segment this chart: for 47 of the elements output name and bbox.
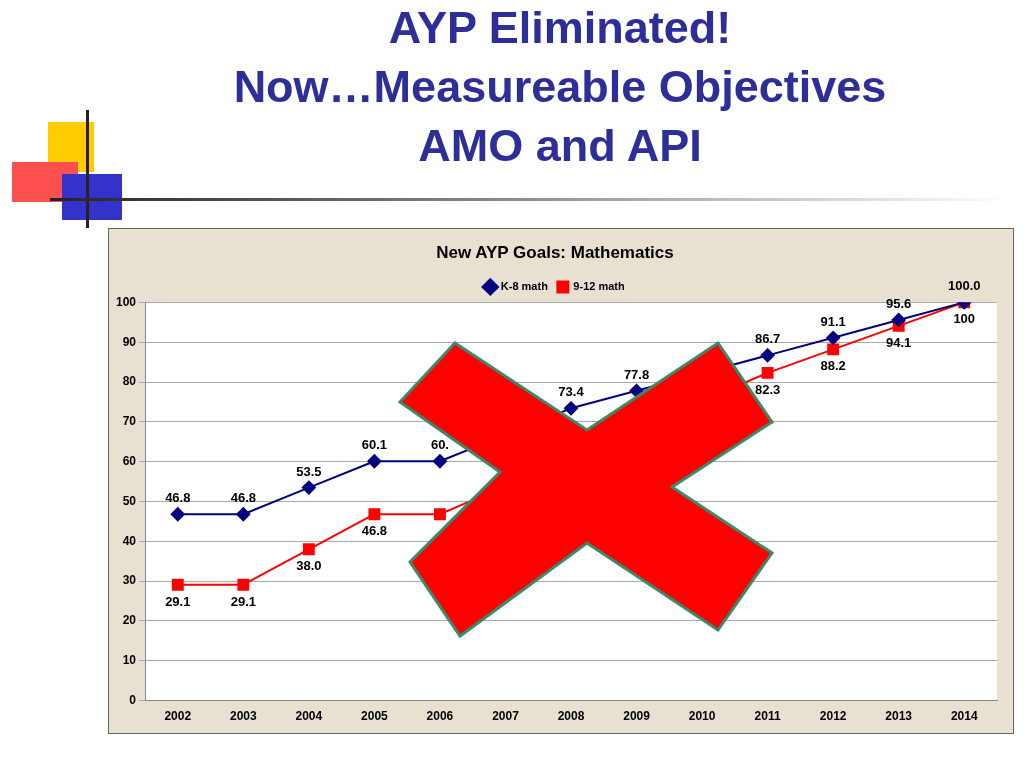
x-tick-label: 2007: [492, 709, 520, 724]
y-tick-label: 40: [122, 533, 137, 548]
data-label: 100.0: [947, 278, 981, 294]
y-tick-label: 100: [115, 294, 137, 309]
x-tick-label: 2013: [885, 709, 913, 724]
data-label: 95.6: [886, 296, 912, 311]
y-tick-label: 0: [129, 692, 137, 707]
x-tick-label: 2002: [164, 709, 192, 724]
x-tick-label: 2004: [295, 709, 323, 724]
data-label: 86.7: [754, 331, 781, 347]
x-tick-label: 2009: [623, 709, 651, 724]
data-label: 29.1: [165, 593, 191, 609]
y-tick-label: 80: [122, 374, 137, 389]
data-label: 46.8: [165, 490, 191, 506]
y-tick-label: 30: [122, 573, 137, 588]
data-label: 38.0: [296, 558, 322, 574]
x-tick-label: 2012: [819, 709, 847, 724]
data-label: 29.1: [230, 593, 256, 609]
data-label: 46.8: [230, 490, 256, 506]
y-tick-label: 90: [122, 334, 137, 349]
chart-subtitle: New AYP Goals: Mathematics: [436, 242, 674, 262]
data-label: 77.8: [623, 366, 650, 382]
legend-label: 9-12 math: [573, 279, 625, 292]
data-label: 46.8: [361, 523, 388, 539]
data-label: 60.1: [361, 437, 388, 453]
x-tick-label: 2006: [426, 709, 454, 724]
legend-label: K-8 math: [500, 279, 549, 292]
x-tick-label: 2010: [688, 709, 716, 724]
x-tick-label: 2008: [557, 709, 585, 724]
y-tick-label: 60: [122, 453, 137, 468]
y-tick-label: 10: [122, 653, 137, 668]
x-tick-label: 2005: [361, 709, 389, 724]
x-tick-label: 2011: [754, 709, 781, 724]
data-label: 91.1: [820, 313, 846, 329]
chart-title: AYP Eliminated! Now…Measureable Objectives AMO and API: [232, 1, 888, 173]
y-tick-label: 20: [122, 613, 137, 628]
x-tick-label: 2003: [229, 709, 257, 724]
data-label: 94.1: [886, 334, 912, 350]
x-tick-label: 2014: [950, 709, 978, 724]
data-label: 60.: [430, 437, 449, 453]
data-label: 88.2: [820, 358, 846, 374]
data-label: 73.4: [558, 384, 585, 400]
data-label: 53.5: [296, 463, 322, 479]
y-tick-label: 70: [122, 414, 137, 429]
y-tick-label: 50: [122, 493, 137, 508]
data-label: 100: [953, 311, 976, 327]
data-label: 82.3: [754, 381, 781, 397]
